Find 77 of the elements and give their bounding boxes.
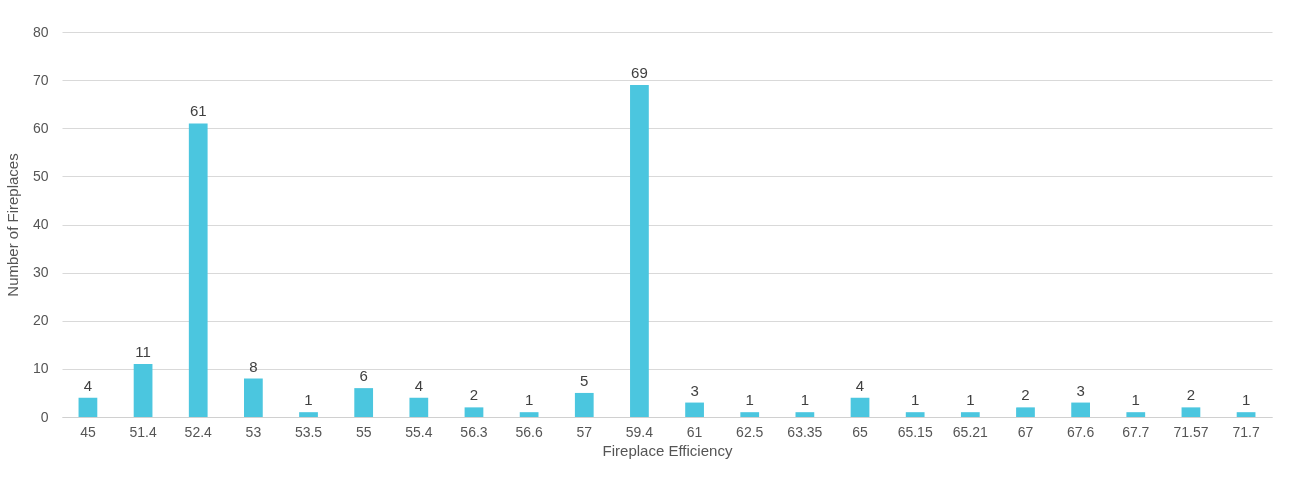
data-label: 61 xyxy=(189,102,207,120)
bar xyxy=(354,388,374,417)
x-tick-label: 65 xyxy=(852,423,869,440)
y-tick-label: 70 xyxy=(32,71,49,88)
data-label: 2 xyxy=(1021,386,1030,404)
bar xyxy=(740,412,760,417)
data-label: 5 xyxy=(580,371,589,389)
x-tick-label: 57 xyxy=(576,423,593,440)
bar xyxy=(519,412,539,417)
x-tick-label: 62.5 xyxy=(736,423,764,440)
bar xyxy=(244,378,263,417)
x-tick-label: 52.4 xyxy=(184,423,213,440)
data-label: 4 xyxy=(855,376,865,394)
y-tick-label: 0 xyxy=(40,408,49,425)
data-label: 2 xyxy=(469,386,479,404)
bar xyxy=(78,397,98,417)
y-axis-title: Number of Fireplaces xyxy=(3,153,21,297)
x-tick-label: 65.21 xyxy=(952,423,989,440)
data-label: 69 xyxy=(631,63,648,81)
bar xyxy=(464,407,484,417)
x-tick-label: 45 xyxy=(80,423,96,440)
data-label: 1 xyxy=(911,391,920,409)
bar xyxy=(630,84,649,417)
bar xyxy=(1236,412,1256,417)
bar xyxy=(960,412,980,417)
x-tick-label: 51.4 xyxy=(129,423,157,440)
data-label: 11 xyxy=(135,343,151,361)
x-tick-label: 67.7 xyxy=(1122,423,1150,440)
x-tick-label: 63.35 xyxy=(787,423,823,440)
x-tick-label: 59.4 xyxy=(625,423,654,440)
data-label: 1 xyxy=(524,391,534,409)
y-tick-label: 40 xyxy=(32,216,49,232)
x-tick-label: 56.6 xyxy=(515,423,543,440)
data-label: 4 xyxy=(83,376,93,394)
bar xyxy=(905,412,925,417)
y-tick-label: 50 xyxy=(32,167,49,184)
data-label: 1 xyxy=(304,391,313,409)
y-tick-label: 60 xyxy=(32,119,49,136)
x-tick-label: 67 xyxy=(1017,423,1034,440)
bar xyxy=(795,412,815,417)
y-tick-label: 20 xyxy=(32,312,49,329)
data-label: 8 xyxy=(249,357,258,375)
data-label: 6 xyxy=(359,367,368,385)
x-tick-label: 71.57 xyxy=(1173,423,1209,440)
data-label: 3 xyxy=(690,381,699,399)
data-label: 3 xyxy=(1076,381,1085,399)
x-tick-label: 71.7 xyxy=(1232,423,1260,440)
bar xyxy=(409,397,429,417)
x-axis-title: Fireplace Efficiency xyxy=(602,441,733,459)
x-tick-label: 55 xyxy=(355,423,372,440)
bar xyxy=(1126,412,1146,417)
data-label: 1 xyxy=(1241,391,1251,409)
bar xyxy=(574,392,594,417)
bar xyxy=(1181,407,1201,417)
bar xyxy=(1071,402,1090,417)
bar xyxy=(299,412,318,417)
bar xyxy=(850,397,870,417)
bar xyxy=(685,402,704,417)
bar xyxy=(133,364,153,417)
x-tick-label: 55.4 xyxy=(405,423,433,440)
data-label: 1 xyxy=(1131,391,1140,409)
x-tick-label: 53 xyxy=(245,423,262,440)
y-tick-label: 10 xyxy=(32,360,49,377)
y-tick-label: 80 xyxy=(32,23,49,40)
data-label: 2 xyxy=(1186,386,1196,404)
y-tick-label: 30 xyxy=(32,264,49,281)
data-label: 1 xyxy=(745,391,754,409)
x-tick-label: 61 xyxy=(686,423,703,440)
data-label: 4 xyxy=(414,376,423,394)
bar xyxy=(1016,407,1035,417)
x-tick-label: 56.3 xyxy=(460,423,488,440)
data-label: 1 xyxy=(800,391,810,409)
bar xyxy=(188,123,208,417)
x-tick-label: 67.6 xyxy=(1067,423,1095,440)
x-tick-label: 53.5 xyxy=(294,423,323,440)
data-label: 1 xyxy=(966,391,975,409)
x-tick-label: 65.15 xyxy=(897,423,933,440)
